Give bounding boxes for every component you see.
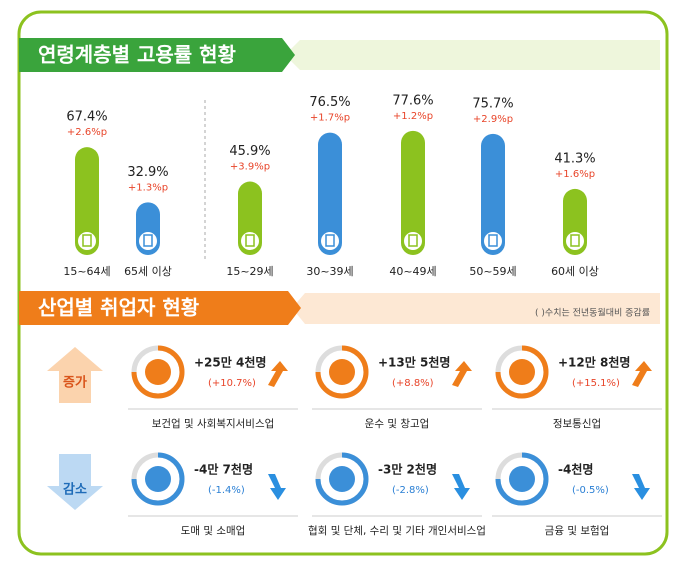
x-tick-label: 15~29세 <box>226 265 273 278</box>
item-name: 금융 및 보험업 <box>545 524 610 537</box>
trend-arrow <box>452 474 470 500</box>
item-change: +12만 8천명 <box>558 355 630 370</box>
change-label: +2.6%p <box>67 127 107 138</box>
x-tick-label: 65세 이상 <box>124 265 172 278</box>
item-ring <box>315 345 369 399</box>
item-icon <box>145 359 171 385</box>
item-change: -3만 2천명 <box>378 462 437 477</box>
item-change: +25만 4천명 <box>194 355 266 370</box>
title-strip <box>285 40 660 70</box>
bar-icon <box>564 230 586 252</box>
x-tick-label: 60세 이상 <box>551 265 599 278</box>
item-rate: (-2.8%) <box>392 485 429 496</box>
value-label: 77.6% <box>392 93 433 108</box>
value-label: 45.9% <box>229 144 270 159</box>
item-name: 정보통신업 <box>553 417 601 430</box>
bar-icon <box>482 230 504 252</box>
trend-arrow <box>632 474 650 500</box>
value-label: 67.4% <box>66 110 107 125</box>
bar <box>401 130 425 255</box>
item-name: 도매 및 소매업 <box>181 524 246 537</box>
item-icon <box>509 466 535 492</box>
item-icon <box>145 466 171 492</box>
section-title: 연령계층별 고용률 현황 <box>38 43 237 67</box>
item-ring <box>315 452 369 506</box>
item-rate: (+8.8%) <box>392 378 434 389</box>
trend-arrow <box>268 361 288 387</box>
bar <box>318 132 342 255</box>
item-rate: (-1.4%) <box>208 485 245 496</box>
group-label: 증가 <box>63 376 87 391</box>
item-rate: (-0.5%) <box>572 485 609 496</box>
item-rate: (+15.1%) <box>572 378 620 389</box>
bar-icon <box>76 230 98 252</box>
section-title: 산업별 취업자 현황 <box>38 296 200 320</box>
group-label: 감소 <box>63 483 87 498</box>
title-strip <box>292 293 660 324</box>
trend-arrow <box>632 361 652 387</box>
bar <box>481 133 505 255</box>
change-label: +1.3%p <box>128 182 168 193</box>
bar-icon <box>82 234 92 247</box>
value-label: 76.5% <box>309 95 350 110</box>
bar-icon <box>488 234 498 247</box>
item-ring <box>131 345 185 399</box>
x-tick-label: 40~49세 <box>389 265 436 278</box>
item-ring <box>131 452 185 506</box>
item-ring <box>495 452 549 506</box>
item-name: 협회 및 단체, 수리 및 기타 개인서비스업 <box>308 524 486 537</box>
value-label: 32.9% <box>127 165 168 180</box>
group-arrow <box>47 454 103 510</box>
bar-icon <box>408 234 418 247</box>
change-label: +3.9%p <box>230 162 270 173</box>
bar-icon <box>245 234 255 247</box>
x-tick-label: 50~59세 <box>469 265 516 278</box>
item-change: -4천명 <box>558 462 593 477</box>
bar-icon <box>319 230 341 252</box>
change-label: +1.2%p <box>393 111 433 122</box>
bar-icon <box>402 230 424 252</box>
title-tab <box>19 38 295 72</box>
item-icon <box>509 359 535 385</box>
bar-group: 67.4% +2.6%p 15~64세 32.9% +1.3%p 65세 이상 45.9% +… <box>63 93 599 278</box>
item-name: 운수 및 창고업 <box>365 417 430 430</box>
x-tick-label: 30~39세 <box>306 265 353 278</box>
industry-group: 증가 +25만 4천명 (+10.7%) 보건업 및 사회복지서비스업 +13만 5천명… <box>47 345 662 537</box>
value-label: 41.3% <box>554 151 595 166</box>
item-name: 보건업 및 사회복지서비스업 <box>152 417 275 430</box>
change-label: +1.7%p <box>310 113 350 124</box>
item-icon <box>329 359 355 385</box>
x-tick-label: 15~64세 <box>63 265 110 278</box>
bar-icon <box>570 234 580 247</box>
change-label: +1.6%p <box>555 169 595 180</box>
bar-icon <box>325 234 335 247</box>
bar-icon <box>143 234 153 247</box>
trend-arrow <box>452 361 472 387</box>
bar-icon <box>239 230 261 252</box>
bar <box>75 147 99 255</box>
item-rate: (+10.7%) <box>208 378 256 389</box>
value-label: 75.7% <box>472 96 513 111</box>
item-icon <box>329 466 355 492</box>
trend-arrow <box>268 474 286 500</box>
item-change: +13만 5천명 <box>378 355 450 370</box>
item-change: -4만 7천명 <box>194 462 253 477</box>
title-tab <box>19 291 301 325</box>
change-label: +2.9%p <box>473 114 513 125</box>
group-arrow <box>47 347 103 403</box>
item-ring <box>495 345 549 399</box>
note: ( )수치는 전년동월대비 증감률 <box>535 307 650 319</box>
bar-icon <box>137 230 159 252</box>
